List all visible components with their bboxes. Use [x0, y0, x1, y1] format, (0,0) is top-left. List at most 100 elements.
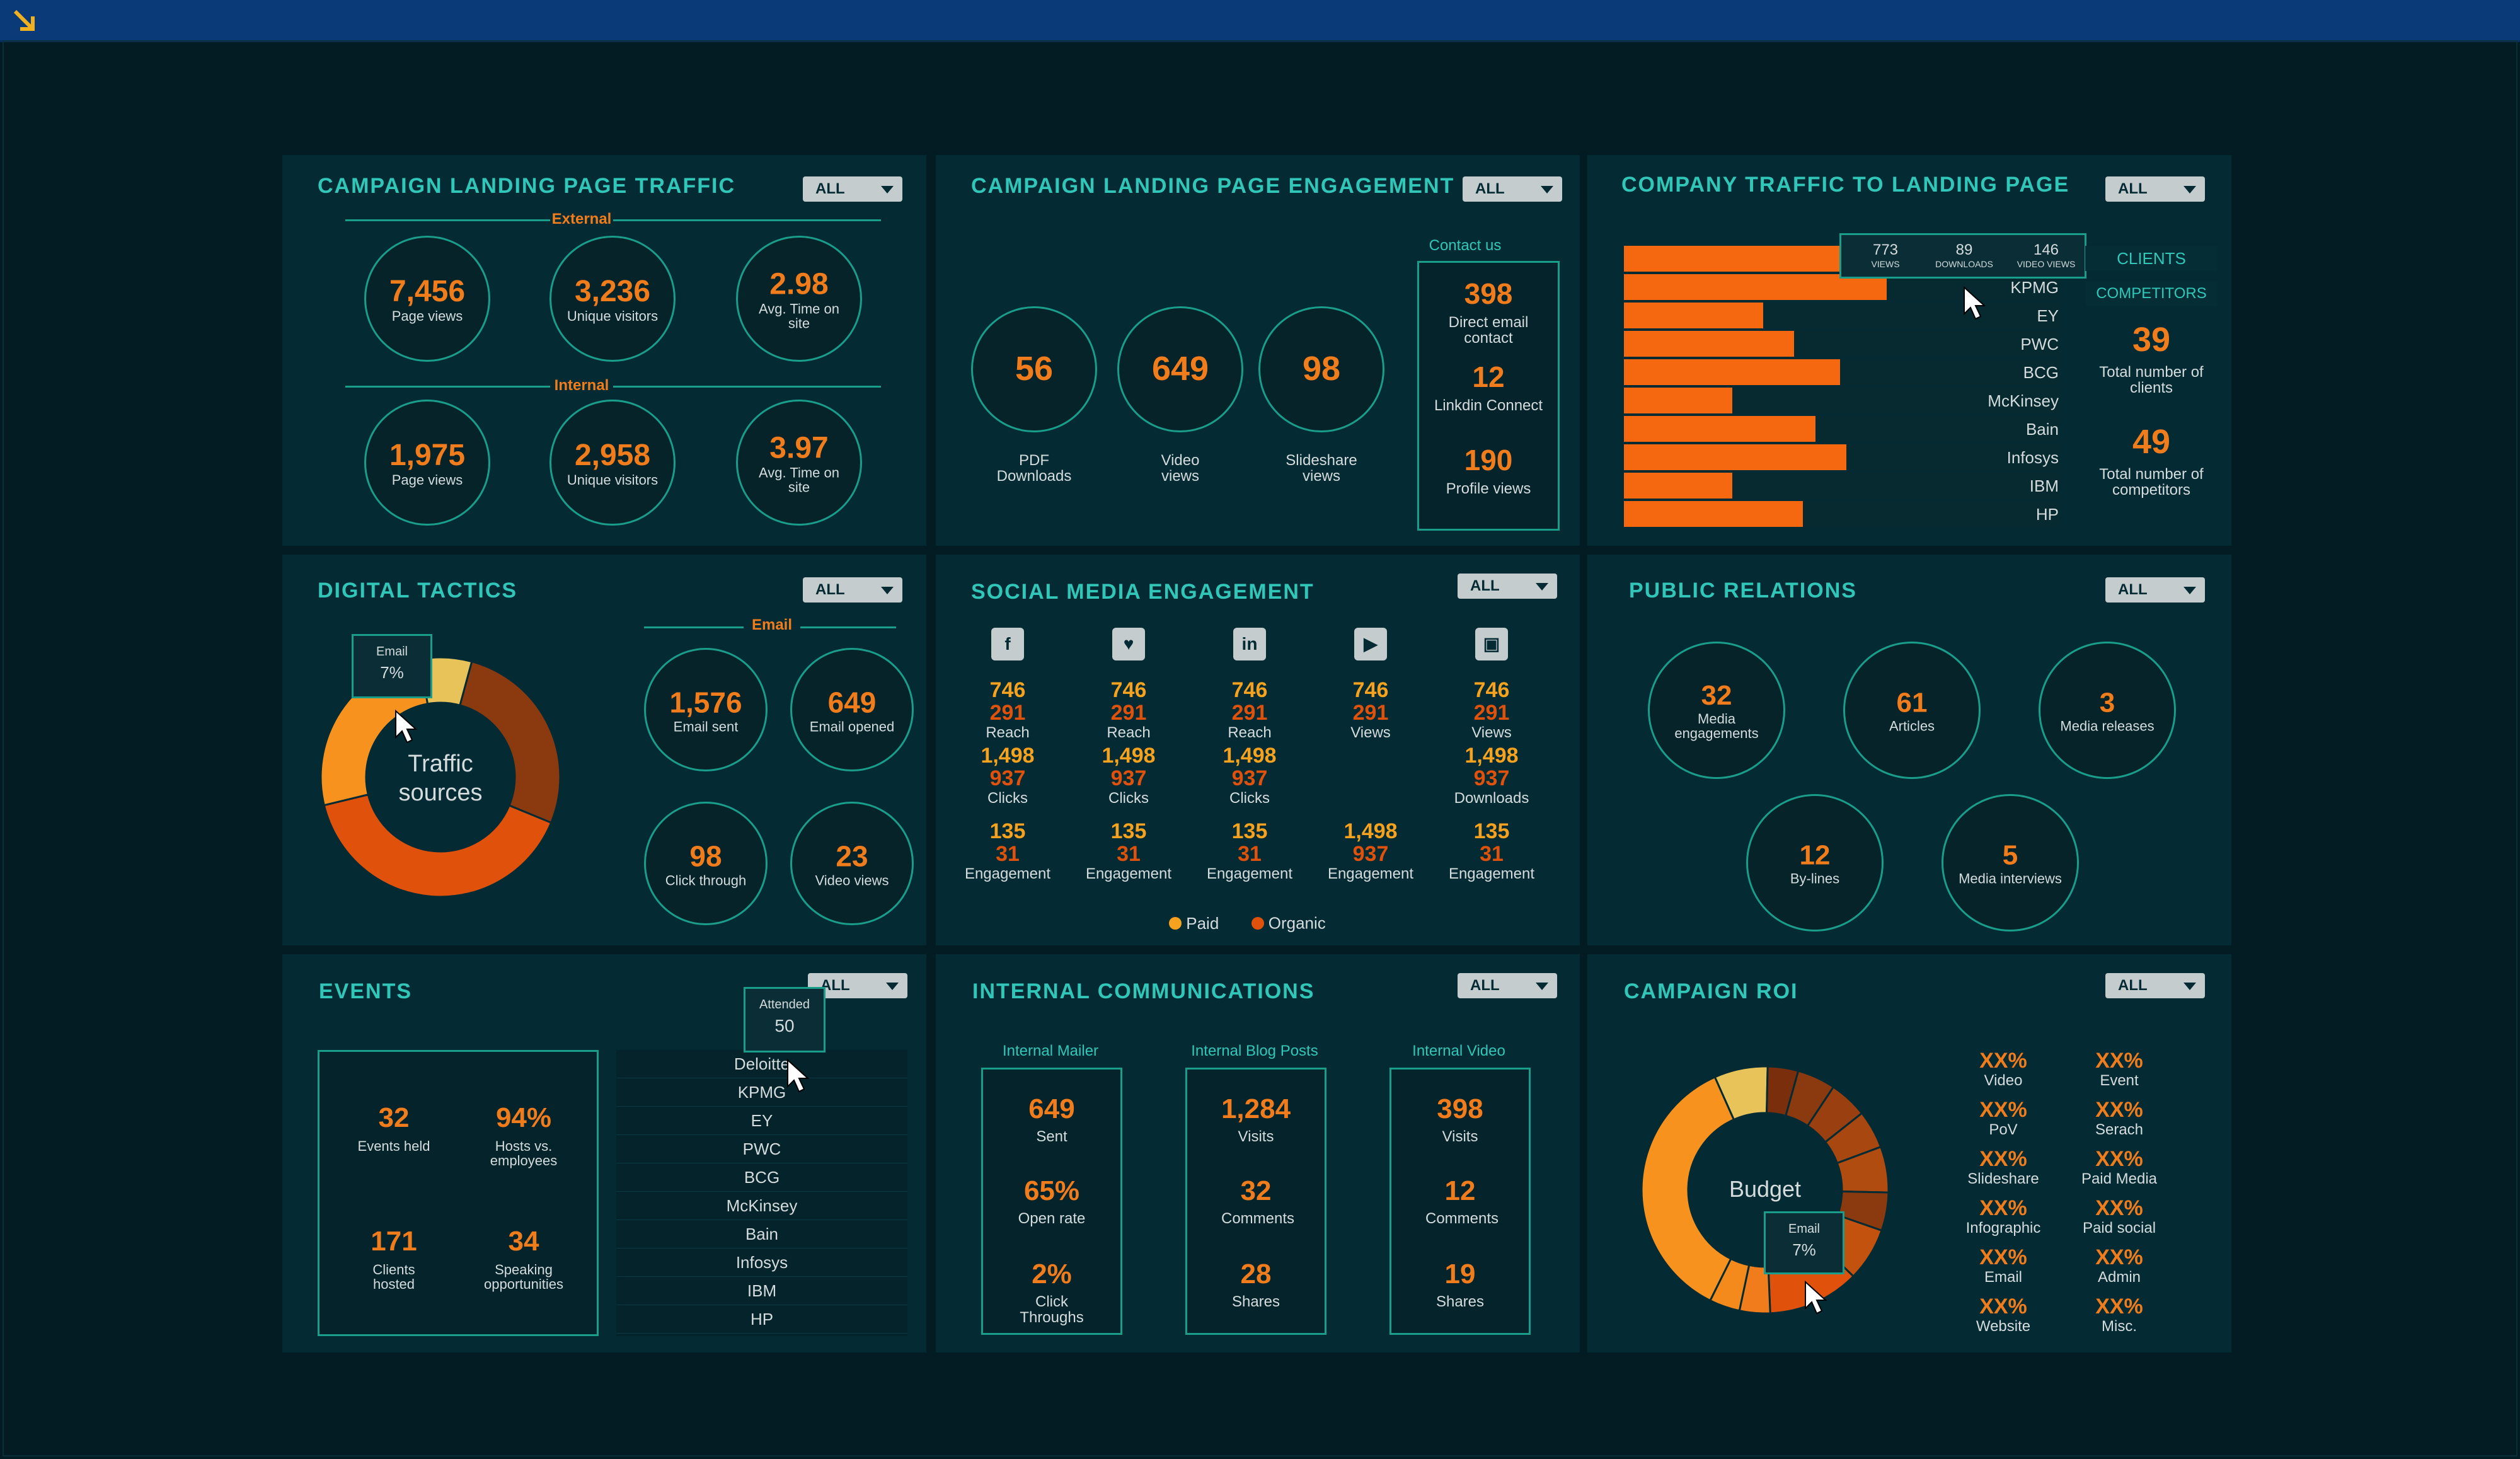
donut-slice[interactable] [459, 660, 561, 824]
bar-tooltip: 773 VIEWS 89 DOWNLOADS 146 VIDEO VIEWS [1839, 233, 2086, 279]
panel-title: SOCIAL MEDIA ENGAGEMENT [971, 580, 1315, 604]
panel-events: EVENTS ALL 32 Events held 94% Hosts vs. emp… [282, 954, 926, 1352]
youtube-icon[interactable]: ▶ [1354, 628, 1387, 660]
bar[interactable] [1624, 473, 1732, 499]
organic-value: 937 [1110, 766, 1147, 790]
tooltip-downloads-label: DOWNLOADS [1935, 259, 1993, 269]
stat-value: 39 [2132, 321, 2171, 359]
stat-value: 12 [1444, 1175, 1476, 1206]
filter-dropdown[interactable]: ALL [2105, 973, 2205, 998]
company-row[interactable]: KPMG [616, 1078, 907, 1107]
stat-label: PDF Downloads [996, 452, 1072, 485]
company-row[interactable]: Deloitte [616, 1050, 907, 1078]
stat-value: 171 [371, 1226, 417, 1257]
stat-value: 28 [1240, 1259, 1272, 1289]
stat-value: 3,236 [574, 274, 651, 308]
legend-paid-label: Paid [1186, 913, 1219, 933]
filter-dropdown[interactable]: ALL [803, 176, 902, 202]
roi-label: Video [1984, 1072, 2023, 1089]
company-row[interactable]: BCG [616, 1163, 907, 1192]
tooltip-value: 7% [1792, 1240, 1816, 1259]
bar-label: McKinsey [1988, 391, 2059, 410]
filter-dropdown[interactable]: ALL [1458, 574, 1557, 599]
tab-competitors[interactable]: COMPETITORS [2085, 281, 2218, 306]
roi-label: Admin [2097, 1269, 2141, 1286]
tab-clients[interactable]: CLIENTS [2085, 246, 2218, 271]
tooltip-label: Email [376, 645, 408, 659]
metric-label: Engagement [1085, 865, 1172, 882]
roi-label: Paid social [2082, 1220, 2156, 1237]
filter-dropdown[interactable]: ALL [803, 577, 902, 603]
stat-value: 1,975 [389, 438, 466, 472]
metric-label: Engagement [1206, 865, 1293, 882]
organic-value: 291 [1231, 701, 1268, 725]
column-label: Internal Blog Posts [1191, 1042, 1318, 1059]
legend-organic-label: Organic [1268, 913, 1326, 933]
roi-value: XX% [2095, 1147, 2143, 1171]
stat-label: Unique visitors [567, 308, 659, 324]
bar-label: IBM [2029, 476, 2059, 495]
metric-label: Engagement [1327, 865, 1414, 882]
bar[interactable] [1624, 416, 1815, 442]
metric-label: Clicks [987, 790, 1028, 807]
company-row[interactable]: McKinsey [616, 1192, 907, 1220]
company-row[interactable]: IBM [616, 1277, 907, 1305]
filter-label: ALL [815, 581, 845, 598]
stat-label: Video views [1161, 452, 1200, 485]
mouse-cursor-icon [395, 710, 418, 744]
panel-company-traffic: COMPANY TRAFFIC TO LANDING PAGE ALL KPMG… [1587, 155, 2231, 546]
stat-label: Media releases [2060, 718, 2155, 734]
internal-comms-box: 649 Sent 65% Open rate 2% Click Throughs [981, 1068, 1122, 1335]
donut-tooltip: Email 7% [1764, 1211, 1844, 1274]
bar-label: EY [2037, 306, 2059, 325]
divider [345, 386, 881, 388]
company-row[interactable]: PWC [616, 1135, 907, 1163]
bar[interactable] [1624, 331, 1794, 357]
company-row[interactable]: EY [616, 1107, 907, 1135]
filter-dropdown[interactable]: ALL [1463, 176, 1562, 202]
donut-slice[interactable] [1640, 1075, 1735, 1302]
divider [345, 219, 881, 221]
bar[interactable] [1624, 388, 1732, 413]
company-row[interactable]: Infosys [616, 1249, 907, 1277]
bar[interactable] [1624, 359, 1840, 385]
stat-value: 49 [2132, 423, 2171, 461]
paid-value: 1,498 [1223, 744, 1277, 768]
filter-dropdown[interactable]: ALL [2105, 577, 2205, 603]
bar[interactable] [1624, 501, 1804, 527]
donut-slice[interactable] [323, 793, 553, 898]
events-stats-box: 32 Events held 94% Hosts vs. employees 171 Cl… [318, 1050, 599, 1336]
facebook-icon[interactable]: f [991, 628, 1024, 660]
engagement-stat-circle [1117, 306, 1243, 432]
paid-value: 135 [989, 819, 1026, 843]
tooltip-value: 7% [380, 663, 404, 682]
internal-stat-circle: 1,975 Page views [364, 400, 490, 526]
filter-label: ALL [1470, 977, 1500, 994]
filter-dropdown[interactable]: ALL [2105, 176, 2205, 202]
bar-label: Bain [2025, 420, 2059, 439]
chevron-down-icon [2183, 983, 2196, 990]
roi-value: XX% [2095, 1049, 2143, 1073]
contact-value: 12 [1472, 360, 1505, 393]
twitter-icon[interactable]: ♥ [1112, 628, 1145, 660]
roi-label: Misc. [2102, 1318, 2137, 1335]
linkedin-icon[interactable]: in [1233, 628, 1266, 660]
roi-value: XX% [2095, 1245, 2143, 1269]
resize-arrow-icon[interactable] [11, 8, 39, 35]
slideshare-icon[interactable]: ▣ [1475, 628, 1508, 660]
filter-dropdown[interactable]: ALL [1458, 973, 1557, 998]
stat-label: Click through [665, 872, 747, 889]
bar[interactable] [1624, 444, 1846, 470]
organic-value: 937 [989, 766, 1026, 790]
external-label: External [550, 210, 613, 228]
bar[interactable] [1624, 303, 1763, 328]
paid-value: 746 [989, 678, 1026, 702]
filter-label: ALL [2118, 581, 2148, 598]
company-row[interactable]: HP [616, 1305, 907, 1334]
roi-value: XX% [1979, 1196, 2027, 1220]
company-row[interactable]: Bain [616, 1220, 907, 1249]
roi-label: Email [1984, 1269, 2022, 1286]
roi-label: Infographic [1965, 1220, 2041, 1237]
stat-label: Video views [815, 872, 889, 889]
panel-digital-tactics: DIGITAL TACTICS ALL Traffic sources Emai… [282, 555, 926, 945]
